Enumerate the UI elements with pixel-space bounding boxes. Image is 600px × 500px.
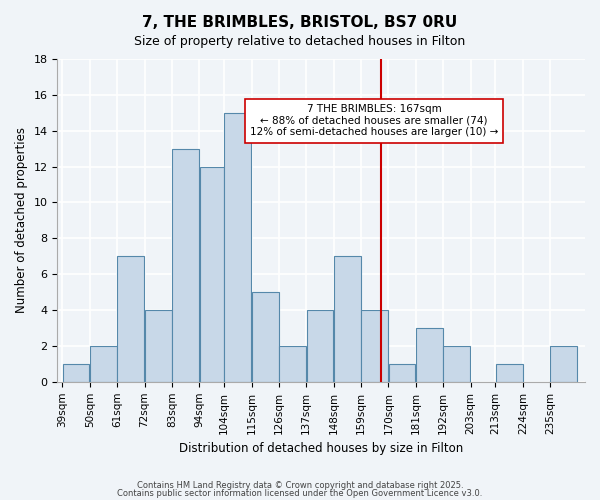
Text: Contains public sector information licensed under the Open Government Licence v3: Contains public sector information licen… (118, 488, 482, 498)
Bar (550, 346, 577, 382)
Bar (252, 292, 278, 382)
Text: 7 THE BRIMBLES: 167sqm
← 88% of detached houses are smaller (74)
12% of semi-det: 7 THE BRIMBLES: 167sqm ← 88% of detached… (250, 104, 498, 138)
Bar (200, 166, 224, 382)
Bar (416, 328, 443, 382)
Bar (279, 346, 306, 382)
Bar (224, 113, 251, 382)
Bar (361, 310, 388, 382)
Y-axis label: Number of detached properties: Number of detached properties (15, 128, 28, 314)
Bar (145, 310, 172, 382)
X-axis label: Distribution of detached houses by size in Filton: Distribution of detached houses by size … (179, 442, 463, 455)
Bar (307, 310, 334, 382)
Bar (389, 364, 415, 382)
Text: Contains HM Land Registry data © Crown copyright and database right 2025.: Contains HM Land Registry data © Crown c… (137, 481, 463, 490)
Bar (172, 148, 199, 382)
Bar (118, 256, 144, 382)
Bar (90, 346, 117, 382)
Bar (443, 346, 470, 382)
Bar (62, 364, 89, 382)
Bar (496, 364, 523, 382)
Text: 7, THE BRIMBLES, BRISTOL, BS7 0RU: 7, THE BRIMBLES, BRISTOL, BS7 0RU (142, 15, 458, 30)
Text: Size of property relative to detached houses in Filton: Size of property relative to detached ho… (134, 35, 466, 48)
Bar (334, 256, 361, 382)
